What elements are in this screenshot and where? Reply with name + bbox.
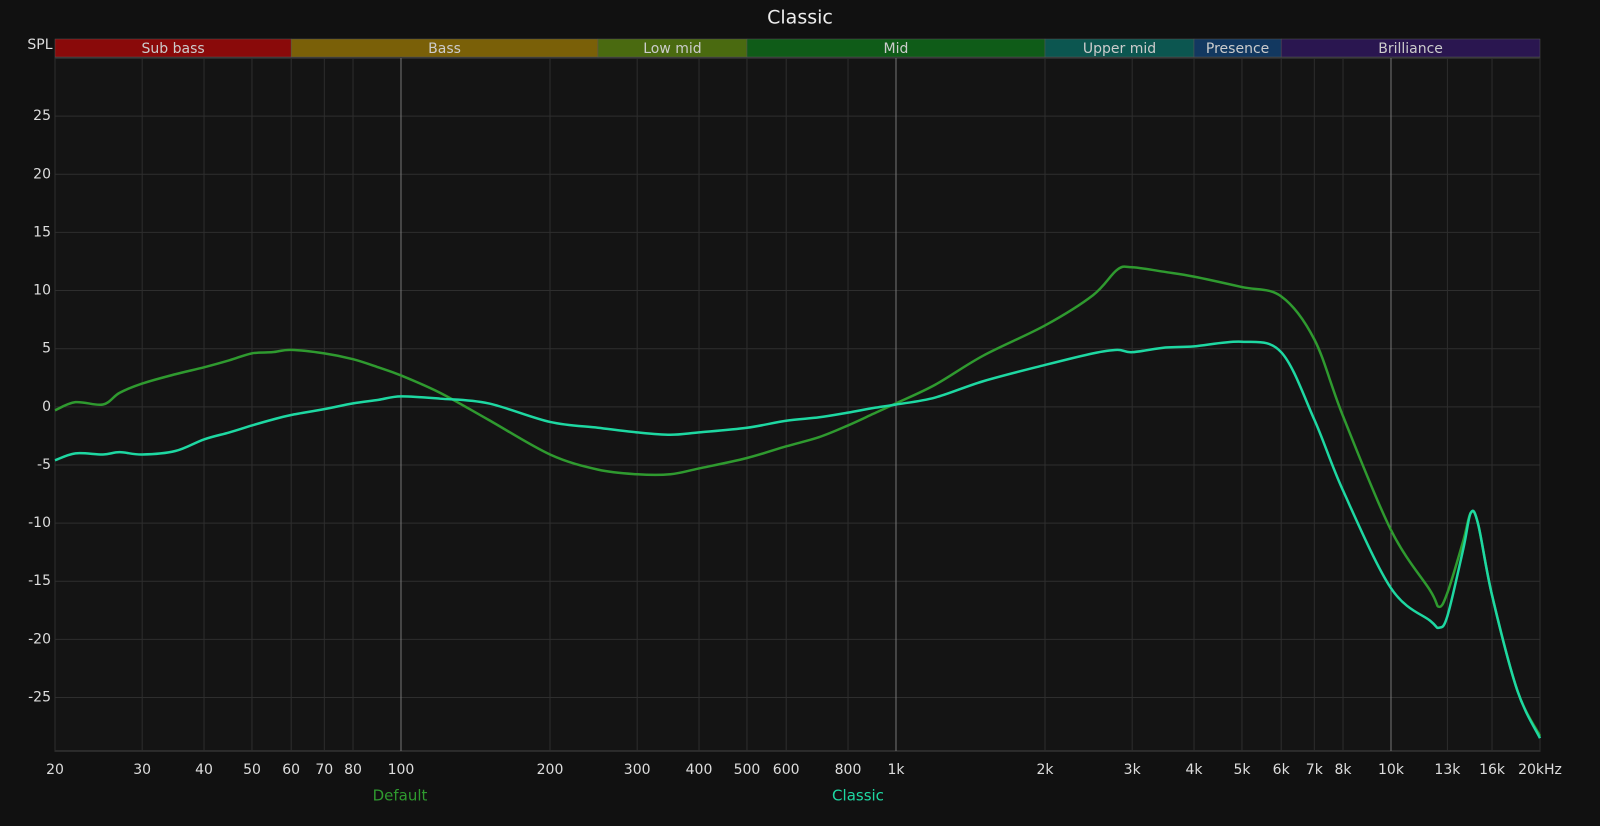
x-tick-label: 600: [773, 762, 800, 778]
x-tick-label: 100: [388, 762, 415, 778]
band-label: Brilliance: [1378, 41, 1443, 57]
y-tick-label: 5: [42, 341, 51, 357]
x-tick-label: 13k: [1434, 762, 1461, 778]
y-tick-label: 25: [33, 108, 51, 124]
series-line: [54, 265, 1542, 737]
x-tick-label: 400: [686, 762, 713, 778]
x-tick-label: 16k: [1479, 762, 1506, 778]
x-tick-label: 7k: [1306, 762, 1324, 778]
x-tick-label: 10k: [1378, 762, 1405, 778]
band-label: Low mid: [643, 41, 701, 57]
legend-entry: Default: [373, 787, 428, 805]
x-tick-label: 80: [344, 762, 362, 778]
y-axis-label: SPL: [27, 37, 52, 53]
series-line: [54, 340, 1542, 739]
x-tick-label: 6k: [1273, 762, 1291, 778]
x-tick-label: 20: [46, 762, 64, 778]
y-tick-label: 15: [33, 224, 51, 240]
band: [1280, 38, 1541, 58]
x-tick-label: 500: [734, 762, 761, 778]
band-label: Mid: [884, 41, 909, 57]
x-tick-label: 5k: [1233, 762, 1251, 778]
x-tick-label: 40: [195, 762, 213, 778]
x-tick-label: 60: [282, 762, 300, 778]
chart-title: Classic: [767, 7, 833, 29]
plot-area: [54, 57, 1541, 752]
x-tick-label: 300: [624, 762, 651, 778]
y-tick-label: 20: [33, 166, 51, 182]
y-tick-label: 0: [42, 399, 51, 415]
x-tick-label: 70: [315, 762, 333, 778]
legend-entry: Classic: [832, 787, 884, 805]
y-tick-label: -25: [28, 690, 51, 706]
x-tick-label: 50: [243, 762, 261, 778]
x-tick-label: 3k: [1124, 762, 1142, 778]
y-tick-label: -20: [28, 631, 51, 647]
x-tick-label: 4k: [1186, 762, 1204, 778]
y-tick-label: 10: [33, 283, 51, 299]
band-label: Bass: [428, 41, 461, 57]
x-tick-label: 2k: [1036, 762, 1054, 778]
x-tick-label: 1k: [887, 762, 905, 778]
x-tick-label: 200: [537, 762, 564, 778]
x-tick-label: 20kHz: [1518, 762, 1562, 778]
x-tick-label: 30: [133, 762, 151, 778]
y-tick-label: -15: [28, 573, 51, 589]
band-label: Sub bass: [142, 41, 205, 57]
y-tick-label: -5: [37, 457, 51, 473]
x-tick-label: 800: [835, 762, 862, 778]
y-tick-label: -10: [28, 515, 51, 531]
band-label: Upper mid: [1083, 41, 1156, 57]
band-label: Presence: [1206, 41, 1269, 57]
x-tick-label: 8k: [1335, 762, 1353, 778]
